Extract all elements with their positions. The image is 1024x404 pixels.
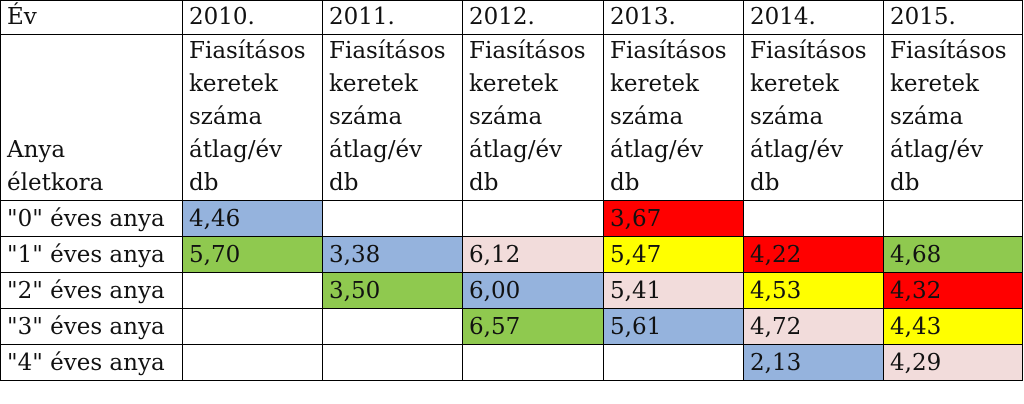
value-cell — [883, 200, 1023, 237]
row-label: "4" éves anya — [0, 344, 183, 381]
column-description-line: db — [750, 170, 780, 196]
year-header: 2011. — [322, 0, 463, 35]
row-label: "3" éves anya — [0, 308, 183, 345]
value-cell: 4,68 — [883, 236, 1023, 273]
value-cell: 3,67 — [603, 200, 744, 237]
column-description-line: keretek — [750, 71, 839, 97]
column-description-line: db — [189, 170, 219, 196]
value-cell — [743, 200, 884, 237]
column-description-line: Fiasításos — [469, 38, 586, 64]
value-cell — [462, 200, 604, 237]
column-description-line: átlag/év — [329, 137, 423, 163]
column-description-line: Fiasításos — [329, 38, 446, 64]
value-cell: 4,72 — [743, 308, 884, 345]
value-cell: 6,57 — [462, 308, 604, 345]
row-label: "2" éves anya — [0, 272, 183, 309]
column-description-line: Fiasításos — [890, 38, 1007, 64]
column-description-line: db — [469, 170, 499, 196]
value-cell: 2,13 — [743, 344, 884, 381]
column-description-line: Fiasításos — [189, 38, 306, 64]
value-cell — [462, 344, 604, 381]
year-header: 2012. — [462, 0, 604, 35]
column-description-line: Fiasításos — [750, 38, 867, 64]
table-row: "1" éves anya 5,70 3,38 6,12 5,47 4,22 4,68 — [0, 236, 1023, 273]
column-description-line: db — [890, 170, 920, 196]
column-description: Fiasításos keretek száma átlag/év db — [462, 34, 604, 201]
value-cell: 6,00 — [462, 272, 604, 309]
column-description-line: száma — [890, 104, 964, 130]
row-header-label: Anya életkora — [0, 34, 183, 201]
column-description-line: átlag/év — [610, 137, 704, 163]
value-cell: 4,22 — [743, 236, 884, 273]
column-description-line: átlag/év — [890, 137, 984, 163]
table-row: "4" éves anya 2,13 4,29 — [0, 344, 1023, 381]
value-cell: 5,70 — [182, 236, 323, 273]
column-description: Fiasításos keretek száma átlag/év db — [603, 34, 744, 201]
year-header: 2014. — [743, 0, 884, 35]
column-description: Fiasításos keretek száma átlag/év db — [322, 34, 463, 201]
column-description-line: keretek — [329, 71, 418, 97]
column-description-line: keretek — [189, 71, 278, 97]
data-table: Év 2010. 2011. 2012. 2013. 2014. 2015. A… — [0, 0, 1023, 381]
row-label: "1" éves anya — [0, 236, 183, 273]
column-description-line: száma — [610, 104, 684, 130]
column-description-line: átlag/év — [189, 137, 283, 163]
year-header: 2010. — [182, 0, 323, 35]
column-description-row: Anya életkora Fiasításos keretek száma átlag… — [0, 34, 1023, 201]
value-cell: 6,12 — [462, 236, 604, 273]
value-cell: 5,41 — [603, 272, 744, 309]
value-cell — [322, 308, 463, 345]
column-description-line: keretek — [610, 71, 699, 97]
corner-cell: Év — [0, 0, 183, 35]
column-description: Fiasításos keretek száma átlag/év db — [743, 34, 884, 201]
column-description-line: száma — [189, 104, 263, 130]
year-row: Év 2010. 2011. 2012. 2013. 2014. 2015. — [0, 0, 1023, 35]
table-row: "0" éves anya 4,46 3,67 — [0, 200, 1023, 237]
table-row: "3" éves anya 6,57 5,61 4,72 4,43 — [0, 308, 1023, 345]
column-description: Fiasításos keretek száma átlag/év db — [182, 34, 323, 201]
column-description-line: Fiasításos — [610, 38, 727, 64]
column-description-line: száma — [329, 104, 403, 130]
table-row: "2" éves anya 3,50 6,00 5,41 4,53 4,32 — [0, 272, 1023, 309]
value-cell — [603, 344, 744, 381]
row-header-label-line2: életkora — [7, 170, 104, 196]
column-description-line: db — [610, 170, 640, 196]
row-label: "0" éves anya — [0, 200, 183, 237]
value-cell: 5,61 — [603, 308, 744, 345]
year-header: 2015. — [883, 0, 1023, 35]
value-cell — [182, 272, 323, 309]
column-description-line: száma — [750, 104, 824, 130]
value-cell: 3,38 — [322, 236, 463, 273]
value-cell: 4,32 — [883, 272, 1023, 309]
column-description-line: átlag/év — [469, 137, 563, 163]
column-description: Fiasításos keretek száma átlag/év db — [883, 34, 1023, 201]
value-cell: 3,50 — [322, 272, 463, 309]
value-cell — [322, 200, 463, 237]
year-header: 2013. — [603, 0, 744, 35]
value-cell — [322, 344, 463, 381]
column-description-line: keretek — [469, 71, 558, 97]
value-cell — [182, 344, 323, 381]
value-cell: 4,53 — [743, 272, 884, 309]
row-header-label-line1: Anya — [7, 137, 66, 163]
column-description-line: db — [329, 170, 359, 196]
column-description-line: keretek — [890, 71, 979, 97]
value-cell: 4,43 — [883, 308, 1023, 345]
value-cell — [182, 308, 323, 345]
value-cell: 5,47 — [603, 236, 744, 273]
value-cell: 4,29 — [883, 344, 1023, 381]
value-cell: 4,46 — [182, 200, 323, 237]
column-description-line: száma — [469, 104, 543, 130]
column-description-line: átlag/év — [750, 137, 844, 163]
